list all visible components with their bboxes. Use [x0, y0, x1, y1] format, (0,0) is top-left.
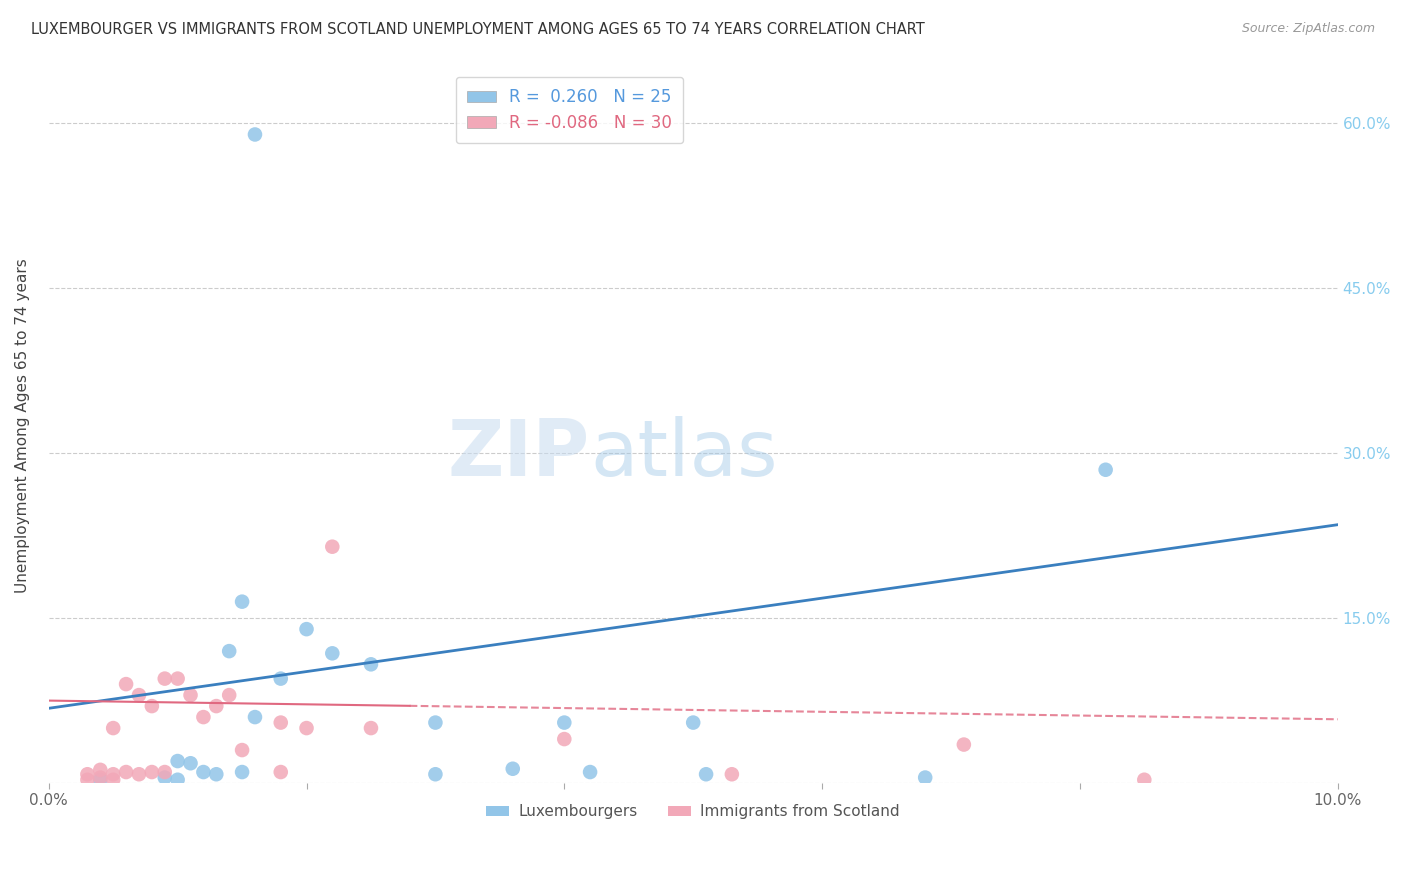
- Point: [502, 762, 524, 776]
- Point: [115, 765, 138, 780]
- Point: [166, 754, 188, 768]
- Point: [721, 767, 744, 781]
- Point: [218, 688, 240, 702]
- Point: [243, 710, 266, 724]
- Point: [295, 622, 318, 636]
- Point: [218, 644, 240, 658]
- Point: [425, 715, 447, 730]
- Point: [166, 672, 188, 686]
- Point: [205, 699, 228, 714]
- Point: [321, 646, 343, 660]
- Point: [103, 721, 125, 735]
- Point: [1094, 463, 1116, 477]
- Point: [128, 688, 150, 702]
- Point: [141, 699, 163, 714]
- Text: Source: ZipAtlas.com: Source: ZipAtlas.com: [1241, 22, 1375, 36]
- Point: [153, 765, 176, 780]
- Point: [953, 738, 976, 752]
- Point: [914, 771, 936, 785]
- Point: [153, 672, 176, 686]
- Y-axis label: Unemployment Among Ages 65 to 74 years: Unemployment Among Ages 65 to 74 years: [15, 259, 30, 593]
- Point: [553, 715, 575, 730]
- Legend: Luxembourgers, Immigrants from Scotland: Luxembourgers, Immigrants from Scotland: [481, 798, 905, 825]
- Point: [321, 540, 343, 554]
- Point: [360, 657, 382, 672]
- Text: LUXEMBOURGER VS IMMIGRANTS FROM SCOTLAND UNEMPLOYMENT AMONG AGES 65 TO 74 YEARS : LUXEMBOURGER VS IMMIGRANTS FROM SCOTLAND…: [31, 22, 925, 37]
- Point: [695, 767, 717, 781]
- Point: [360, 721, 382, 735]
- Point: [205, 767, 228, 781]
- Point: [89, 763, 111, 777]
- Point: [231, 743, 253, 757]
- Point: [89, 772, 111, 787]
- Point: [270, 765, 292, 780]
- Point: [270, 672, 292, 686]
- Point: [128, 767, 150, 781]
- Point: [193, 765, 215, 780]
- Point: [295, 721, 318, 735]
- Point: [103, 772, 125, 787]
- Text: atlas: atlas: [591, 417, 778, 492]
- Text: ZIP: ZIP: [449, 417, 591, 492]
- Point: [76, 767, 98, 781]
- Point: [153, 771, 176, 785]
- Point: [166, 772, 188, 787]
- Point: [141, 765, 163, 780]
- Point: [231, 595, 253, 609]
- Point: [193, 710, 215, 724]
- Point: [89, 771, 111, 785]
- Point: [682, 715, 704, 730]
- Point: [1133, 772, 1156, 787]
- Point: [425, 767, 447, 781]
- Point: [180, 756, 202, 771]
- Point: [103, 767, 125, 781]
- Point: [270, 715, 292, 730]
- Point: [231, 765, 253, 780]
- Point: [76, 772, 98, 787]
- Point: [553, 732, 575, 747]
- Point: [115, 677, 138, 691]
- Point: [579, 765, 602, 780]
- Point: [180, 688, 202, 702]
- Point: [243, 128, 266, 142]
